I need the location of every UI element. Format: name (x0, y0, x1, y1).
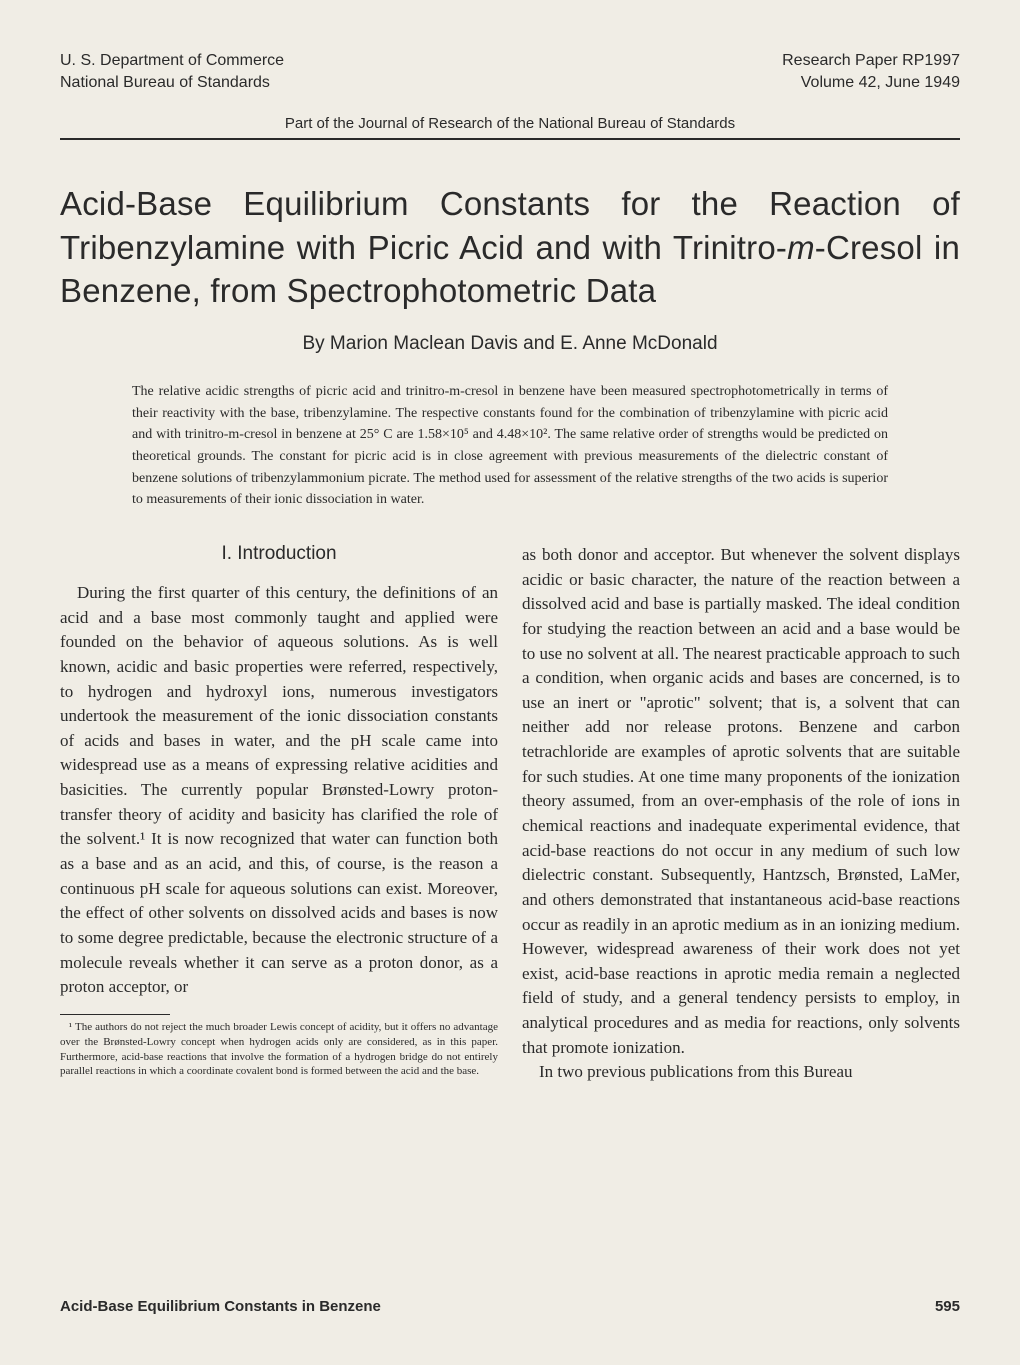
footnote: ¹ The authors do not reject the much bro… (60, 1020, 498, 1079)
header-rule (60, 138, 960, 140)
authors: By Marion Maclean Davis and E. Anne McDo… (60, 333, 960, 355)
header-left: U. S. Department of Commerce National Bu… (60, 50, 284, 93)
footer-left: Acid-Base Equilibrium Constants in Benze… (60, 1298, 381, 1315)
header-right: Research Paper RP1997 Volume 42, June 19… (782, 50, 960, 93)
department-line-1: U. S. Department of Commerce (60, 50, 284, 72)
column-left: I. Introduction During the first quarter… (60, 543, 498, 1085)
footnote-rule (60, 1014, 170, 1015)
column-right: as both donor and acceptor. But whenever… (522, 543, 960, 1085)
body-paragraph-left: During the first quarter of this century… (60, 581, 498, 1000)
body-paragraph-right-1: as both donor and acceptor. But whenever… (522, 543, 960, 1060)
body-paragraph-right-2: In two previous publications from this B… (522, 1060, 960, 1085)
body-columns: I. Introduction During the first quarter… (60, 543, 960, 1085)
abstract: The relative acidic strengths of picric … (132, 381, 888, 511)
footer-right: 595 (935, 1298, 960, 1315)
department-line-2: National Bureau of Standards (60, 72, 284, 94)
paper-title: Acid-Base Equilibrium Constants for the … (60, 182, 960, 313)
volume-date: Volume 42, June 1949 (782, 72, 960, 94)
paper-id: Research Paper RP1997 (782, 50, 960, 72)
journal-line: Part of the Journal of Research of the N… (60, 115, 960, 132)
header: U. S. Department of Commerce National Bu… (60, 50, 960, 93)
footer: Acid-Base Equilibrium Constants in Benze… (60, 1298, 960, 1315)
section-heading: I. Introduction (60, 543, 498, 565)
title-italic: m (787, 229, 815, 266)
